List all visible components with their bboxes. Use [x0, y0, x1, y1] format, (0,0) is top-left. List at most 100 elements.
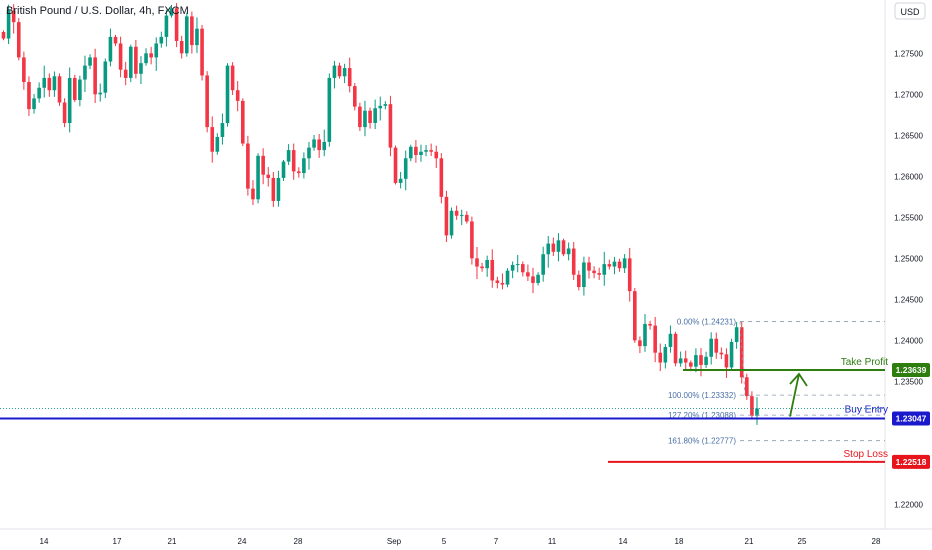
candle	[694, 348, 698, 373]
candle	[11, 4, 16, 34]
candle-body	[444, 196, 449, 236]
candle-body	[337, 65, 342, 77]
candle-body	[286, 150, 291, 162]
candle-body	[154, 43, 159, 58]
candle-body	[108, 36, 113, 62]
candle-body	[653, 325, 657, 353]
candle	[597, 267, 601, 280]
candle	[490, 249, 495, 288]
candle	[500, 273, 505, 290]
currency-selector[interactable]: USD	[894, 2, 926, 20]
price-tick-label: 1.24500	[894, 295, 923, 304]
candle-body	[103, 61, 108, 93]
time-axis[interactable]: 14 17 21 24 28 Sep 5 7 11 14 18 21 25 28	[40, 537, 881, 546]
candle	[169, 4, 174, 18]
candle	[67, 67, 72, 133]
candle	[424, 145, 428, 157]
time-tick-label: 11	[548, 537, 557, 546]
candle	[475, 247, 479, 280]
candle-body	[709, 338, 713, 357]
candle-body	[515, 264, 520, 266]
candle	[22, 51, 26, 90]
time-tick-label: 24	[238, 537, 247, 546]
candle	[123, 61, 128, 86]
currency-selector-box[interactable]	[894, 2, 926, 20]
candle	[734, 322, 739, 349]
candle	[174, 3, 179, 48]
level-price-label: 1.23639	[896, 365, 927, 375]
candle-body	[47, 77, 52, 91]
candle-body	[627, 258, 632, 292]
candle	[612, 256, 617, 275]
candle-body	[235, 90, 240, 101]
candle	[704, 351, 708, 369]
candle-body	[663, 346, 668, 363]
candle-body	[62, 102, 67, 124]
candle	[709, 332, 713, 365]
candle	[47, 73, 52, 97]
candle-body	[83, 65, 87, 80]
time-tick-label: 25	[798, 537, 807, 546]
candle	[719, 347, 724, 360]
candle	[281, 159, 286, 181]
candle	[577, 270, 581, 291]
level-name: Stop Loss	[844, 449, 888, 460]
candle-body	[128, 46, 133, 78]
level-name: Buy Entry	[845, 405, 888, 416]
candle-body	[536, 274, 540, 283]
candle-body	[42, 77, 47, 88]
candle-body	[88, 57, 92, 66]
candle-body	[414, 146, 418, 156]
candle	[205, 71, 209, 133]
candle	[633, 288, 637, 343]
time-tick-label: 21	[168, 537, 177, 546]
time-tick-label: 17	[113, 537, 122, 546]
candle	[230, 62, 235, 96]
candle	[37, 82, 41, 103]
candle-body	[587, 262, 591, 271]
candle-body	[668, 333, 673, 347]
candle-body	[403, 158, 408, 179]
candle	[388, 95, 393, 157]
candle-body	[174, 8, 179, 42]
candle	[215, 133, 220, 155]
candle-body	[317, 139, 321, 151]
candle-body	[638, 340, 642, 347]
candle	[541, 246, 545, 282]
candle-body	[745, 377, 749, 397]
candle	[225, 63, 230, 127]
candle	[699, 348, 703, 377]
candle	[235, 81, 240, 112]
candle-body	[210, 127, 215, 152]
price-tick-label: 1.27000	[894, 90, 923, 99]
time-tick-label: 14	[619, 537, 628, 546]
candle-body	[246, 143, 250, 189]
candle-body	[566, 248, 571, 255]
candle-body	[724, 354, 729, 368]
price-axis[interactable]: 1.27500 1.27000 1.26500 1.26000 1.25500 1.250…	[894, 49, 923, 509]
candle-body	[719, 352, 724, 355]
candle	[144, 48, 148, 66]
candle-body	[617, 261, 622, 269]
candle-body	[27, 82, 31, 110]
candle-body	[521, 264, 525, 273]
candle-body	[179, 41, 184, 54]
candle	[622, 254, 627, 273]
candle-body	[251, 188, 255, 200]
candle-body	[22, 57, 26, 83]
candle	[551, 237, 556, 256]
candle	[113, 34, 118, 47]
candle-body	[322, 141, 327, 151]
candle	[276, 170, 281, 207]
candle-body	[358, 106, 362, 128]
candle-body	[296, 171, 301, 174]
candle	[582, 256, 586, 296]
candle-body	[582, 262, 586, 288]
candle	[195, 17, 199, 54]
candle-body	[368, 110, 372, 124]
fib-level-label: 0.00% (1.24231)	[677, 317, 736, 326]
candle-body	[352, 86, 357, 107]
candle-body	[32, 98, 36, 110]
